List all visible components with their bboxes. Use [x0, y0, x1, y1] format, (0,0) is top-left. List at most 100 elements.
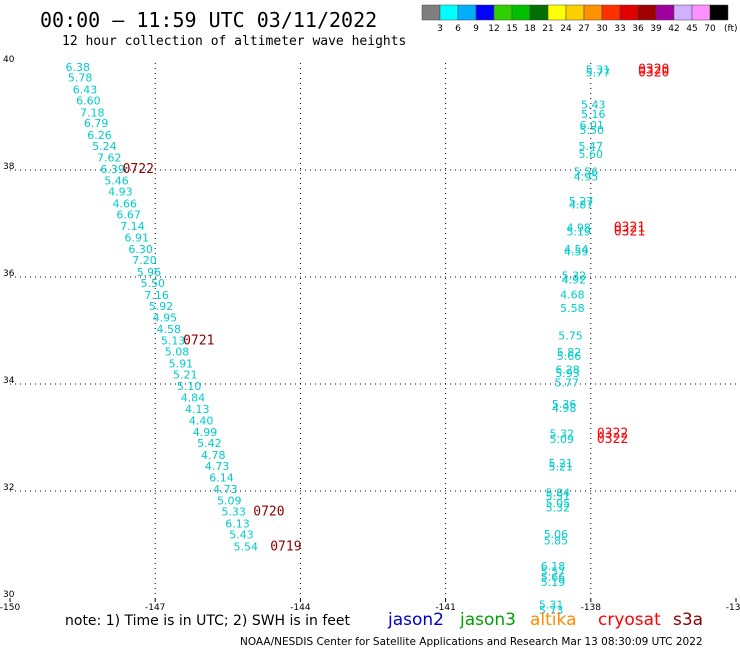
colorbar-label: 42 [668, 24, 679, 34]
swh-value: 5.57 [541, 566, 566, 579]
swh-value: 6.01 [580, 119, 605, 132]
note-text: note: 1) Time is in UTC; 2) SWH is in fe… [65, 613, 351, 629]
swh-value: 5.16 [581, 108, 606, 121]
swh-value: 5.05 [546, 497, 571, 510]
swh-value: 4.99 [193, 426, 218, 439]
swh-value: 5.75 [558, 330, 583, 343]
swh-value: 5.78 [68, 72, 93, 85]
swh-value: 4.78 [201, 449, 226, 462]
chart-title: 00:00 – 11:59 UTC 03/11/2022 [40, 8, 377, 32]
colorbar-swatch [565, 4, 585, 21]
colorbar-label: 6 [455, 24, 461, 34]
colorbar-swatch [673, 4, 693, 21]
swh-value: 6.38 [66, 61, 91, 74]
y-tick-label: 40 [3, 55, 15, 65]
swh-value: 5.84 [546, 486, 571, 499]
swh-value: 6.26 [87, 129, 112, 142]
swh-value: 5.24 [92, 140, 117, 153]
swh-value: 4.73 [213, 483, 238, 496]
swh-value: 5.96 [137, 266, 162, 279]
time-label: 0321 [614, 224, 645, 239]
swh-value: 5.13 [161, 334, 186, 347]
x-tick-label: -141 [435, 603, 455, 613]
swh-value: 4.59 [564, 246, 589, 259]
colorbar-swatch [475, 4, 495, 21]
swh-value: 5.27 [569, 195, 594, 208]
swh-value: 5.31 [586, 64, 611, 77]
legend-s3a: s3a [673, 610, 703, 630]
colorbar: 3 6 9 12 15 18 21 24 27 30 33 36 39 42 45 70 (ft) [421, 4, 738, 34]
x-tick-label: -147 [145, 603, 165, 613]
colorbar-swatch [601, 4, 621, 21]
swh-value: 4.54 [564, 243, 589, 256]
colorbar-label: 30 [596, 24, 608, 34]
legend-altika: altika [530, 610, 577, 630]
swh-value: 5.19 [541, 576, 566, 589]
colorbar-swatch [511, 4, 531, 21]
colorbar-swatch [493, 4, 513, 21]
colorbar-swatch [529, 4, 549, 21]
swh-value: 6.18 [541, 560, 566, 573]
swh-value: 5.60 [579, 148, 604, 161]
colorbar-label: 27 [578, 24, 589, 34]
swh-value: 7.20 [132, 254, 157, 267]
legend-cryosat: cryosat [598, 610, 661, 630]
colorbar-label: 12 [488, 24, 499, 34]
swh-value: 5.91 [169, 357, 194, 370]
time-label: 0722 [123, 162, 154, 177]
swh-value: 5.56 [574, 165, 599, 178]
swh-value: 4.58 [157, 323, 182, 336]
colorbar-label: 36 [632, 24, 644, 34]
swh-value: 5.19 [566, 225, 591, 238]
swh-value: 5.21 [173, 369, 198, 382]
swh-value: 4.87 [569, 199, 594, 212]
swh-value: 5.09 [217, 494, 242, 507]
colorbar-swatch [655, 4, 675, 21]
colorbar-swatch [547, 4, 567, 21]
swh-value: 5.42 [197, 437, 222, 450]
swh-value: 4.95 [153, 311, 178, 324]
swh-value: 5.43 [581, 98, 606, 111]
swh-value: 7.18 [80, 107, 105, 120]
time-label: 0719 [270, 539, 301, 554]
x-tick-label: -135 [726, 603, 740, 613]
swh-value: 6.67 [116, 209, 141, 222]
swh-value: 5.85 [544, 535, 569, 548]
colorbar-label: 18 [524, 24, 536, 34]
time-label: 0320 [638, 63, 669, 78]
legend-jason3: jason3 [459, 610, 516, 630]
swh-value: 5.21 [549, 461, 574, 474]
swh-value: 5.66 [541, 571, 566, 584]
swh-value: 4.73 [205, 460, 230, 473]
swh-value: 4.98 [552, 402, 577, 415]
colorbar-swatch [619, 4, 639, 21]
y-tick-label: 30 [3, 590, 15, 600]
time-label: 0721 [183, 333, 214, 348]
swh-value: 5.31 [539, 599, 564, 612]
colorbar-swatch [439, 4, 459, 21]
swh-value: 6.13 [225, 517, 250, 530]
colorbar-label: 39 [650, 24, 662, 34]
time-label: 0320 [638, 65, 669, 80]
swh-value: 5.51 [546, 490, 571, 503]
x-tick-label: -138 [581, 603, 602, 613]
swh-value: 4.13 [185, 403, 210, 416]
swh-value: 5.21 [549, 457, 574, 470]
x-tick-label: -144 [290, 603, 311, 613]
swh-value: 5.10 [177, 380, 202, 393]
satellite-legend: jason2 jason3 altika cryosat s3a [387, 610, 703, 630]
swh-value: 5.43 [229, 529, 254, 542]
colorbar-label: 15 [506, 24, 517, 34]
swh-value: 5.50 [580, 124, 605, 137]
swh-value: 5.54 [233, 540, 258, 553]
colorbar-label: 33 [614, 24, 625, 34]
swh-value: 5.47 [579, 140, 604, 153]
time-label: 0322 [597, 427, 628, 442]
chart-subtitle: 12 hour collection of altimeter wave hei… [62, 34, 406, 49]
time-label: 0322 [597, 432, 628, 447]
colorbar-swatch [421, 4, 441, 21]
time-label: 0321 [614, 221, 645, 236]
swh-value: 7.14 [120, 220, 145, 233]
swh-value: 6.28 [555, 363, 580, 376]
swh-value: 4.68 [560, 288, 585, 301]
